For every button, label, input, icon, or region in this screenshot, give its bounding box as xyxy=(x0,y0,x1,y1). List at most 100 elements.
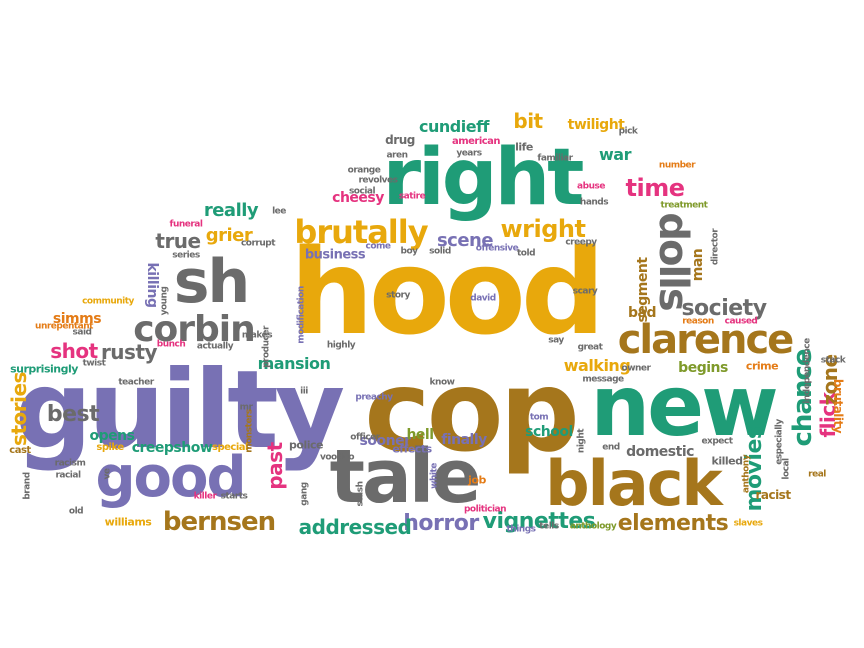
cloud-word-lee: lee xyxy=(272,206,286,217)
cloud-word-makes: makes xyxy=(241,330,273,341)
cloud-word-killed: killed xyxy=(711,454,743,468)
cloud-word-community: community xyxy=(82,296,134,307)
cloud-word-police: police xyxy=(289,438,323,452)
cloud-word-stash: stash xyxy=(355,481,366,507)
cloud-word-scary: scary xyxy=(572,286,598,297)
cloud-word-creepshow: creepshow xyxy=(131,440,213,456)
cloud-word-brutally: brutally xyxy=(294,213,428,251)
cloud-word-number: number xyxy=(658,160,696,171)
cloud-word-preachy: preachy xyxy=(355,392,393,403)
cloud-word-mr: mr xyxy=(239,402,253,413)
cloud-word-best: best xyxy=(46,402,100,427)
cloud-word-stories: stories xyxy=(7,372,31,446)
cloud-word-highly: highly xyxy=(326,340,356,351)
cloud-word-caused: caused xyxy=(724,316,758,327)
cloud-word-tom: tom xyxy=(529,412,549,423)
cloud-word-racial: racial xyxy=(55,470,81,481)
cloud-word-black: black xyxy=(545,447,722,520)
cloud-word-said: said xyxy=(72,327,92,338)
cloud-word-anthony: anthony xyxy=(741,454,752,494)
cloud-word-spike: spike xyxy=(96,442,124,453)
cloud-word-independence: independence xyxy=(802,338,813,404)
cloud-word-officer: officer xyxy=(350,432,380,443)
cloud-word-horror: horror xyxy=(403,511,479,536)
cloud-word-hell: hell xyxy=(406,427,434,443)
cloud-word-monsters: monsters xyxy=(244,409,255,453)
cloud-word-things: things xyxy=(506,524,536,535)
cloud-word-society: society xyxy=(681,296,767,321)
cloud-word-really: really xyxy=(203,200,259,221)
cloud-word-simms: simms xyxy=(52,311,102,327)
cloud-word-past: past xyxy=(263,442,287,490)
cloud-word-mansion: mansion xyxy=(257,354,331,373)
cloud-word-owner: owner xyxy=(621,363,651,374)
cloud-word-bad: bad xyxy=(628,305,657,321)
cloud-word-cheesy: cheesy xyxy=(332,190,384,206)
cloud-word-aren: aren xyxy=(386,150,408,161)
cloud-word-gang: gang xyxy=(299,482,310,506)
cloud-word-domestic: domestic xyxy=(626,444,694,460)
cloud-word-twilight: twilight xyxy=(567,117,625,133)
cloud-word-ve: ve xyxy=(102,468,113,480)
cloud-word-great: great xyxy=(577,342,603,353)
cloud-word-teacher: teacher xyxy=(118,377,154,388)
cloud-word-twist: twist xyxy=(82,358,106,369)
cloud-word-abuse: abuse xyxy=(577,181,605,192)
cloud-word-drug: drug xyxy=(385,133,415,147)
cloud-word-finally: finally xyxy=(441,432,487,448)
cloud-word-story: story xyxy=(386,290,410,301)
cloud-word-night: night xyxy=(576,428,587,454)
cloud-word-starts: starts xyxy=(220,491,248,502)
cloud-word-tale: tale xyxy=(329,434,482,520)
cloud-word-creepy: creepy xyxy=(565,237,597,248)
cloud-word-killing: killing xyxy=(144,262,160,308)
cloud-word-satire: satire xyxy=(398,191,426,202)
cloud-word-rusty: rusty xyxy=(100,340,158,364)
cloud-word-cast: cast xyxy=(9,445,31,456)
cloud-word-hands: hands xyxy=(579,197,609,208)
cloud-word-anthology: anthology xyxy=(569,521,617,532)
cloud-word-vignettes: vignettes xyxy=(482,509,596,534)
cloud-word-cundieff: cundieff xyxy=(419,117,489,136)
cloud-word-grier: grier xyxy=(205,225,253,246)
cloud-word-good: good xyxy=(95,445,246,510)
cloud-word-revolves: revolves xyxy=(358,175,398,186)
cloud-word-voodoo: voodoo xyxy=(319,452,355,463)
cloud-word-effects: effects xyxy=(392,442,432,456)
cloud-word-school: school xyxy=(525,424,573,440)
cloud-word-american: american xyxy=(451,136,501,147)
cloud-word-unrepentant: unrepentant xyxy=(35,321,93,332)
cloud-word-pick: pick xyxy=(618,126,638,137)
cloud-word-elements: elements xyxy=(617,511,729,536)
cloud-word-solid: solid xyxy=(429,246,451,257)
cloud-word-guilty: guilty xyxy=(14,348,345,473)
cloud-word-actually: actually xyxy=(196,341,234,352)
cloud-word-clarence: clarence xyxy=(617,317,795,363)
cloud-word-true: true xyxy=(155,229,201,253)
cloud-word-david: david xyxy=(470,293,496,304)
cloud-word-job: job xyxy=(468,473,486,487)
cloud-word-politician: politician xyxy=(463,504,507,515)
cloud-word-brutality: brutality xyxy=(831,378,845,434)
cloud-word-man: man xyxy=(690,248,706,282)
cloud-word-wright: wright xyxy=(500,215,586,243)
cloud-word-sooner: sooner xyxy=(359,433,411,449)
cloud-word-boy: boy xyxy=(400,246,419,257)
cloud-word-business: business xyxy=(304,247,366,263)
cloud-word-sh: sh xyxy=(173,247,250,317)
cloud-word-old: old xyxy=(68,506,84,517)
cloud-word-modification: modification xyxy=(296,286,307,344)
cloud-word-local: local xyxy=(781,458,792,480)
cloud-word-bunch: bunch xyxy=(156,339,186,350)
cloud-word-know: know xyxy=(429,377,455,388)
cloud-word-right: right xyxy=(382,133,585,223)
cloud-word-real: real xyxy=(808,469,826,480)
cloud-word-funeral: funeral xyxy=(169,219,203,230)
cloud-word-familiar: familiar xyxy=(537,153,573,164)
cloud-word-white: white xyxy=(429,463,440,489)
cloud-word-years: years xyxy=(456,148,482,159)
cloud-word-say: say xyxy=(548,335,564,346)
cloud-word-social: social xyxy=(348,186,376,197)
cloud-word-reason: reason xyxy=(682,316,714,327)
